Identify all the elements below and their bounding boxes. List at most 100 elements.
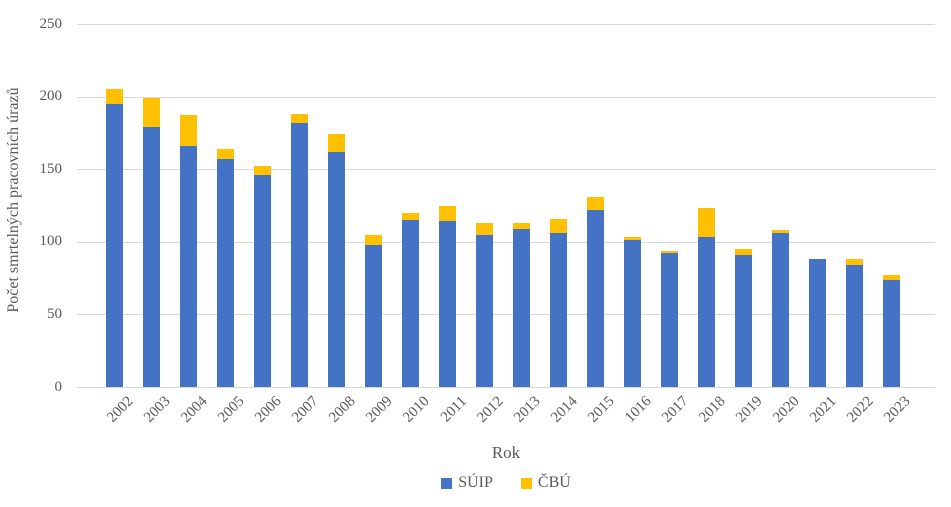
bar-group-2014 [549, 218, 567, 387]
bar-segment-čbú-2004 [179, 115, 197, 146]
legend-item-suip: SÚIP [441, 474, 493, 492]
gridline-y-200 [77, 96, 935, 98]
legend-item-cbu: ČBÚ [520, 474, 571, 492]
bar-segment-súip-2002 [105, 103, 123, 387]
plot-area [77, 24, 935, 388]
bar-segment-čbú-2020 [771, 230, 789, 234]
bar-group-2009 [364, 234, 382, 387]
bar-segment-súip-2015 [586, 209, 604, 387]
bar-segment-čbú-2008 [327, 134, 345, 152]
x-tick-label-2007: 2007 [289, 393, 322, 426]
y-tick-label-150: 150 [39, 160, 63, 177]
x-tick-label-2004: 2004 [178, 393, 211, 426]
x-tick-label-2022: 2022 [844, 393, 877, 426]
bar-group-2004 [179, 115, 197, 387]
gridline-y-50 [77, 314, 935, 316]
x-tick-label-2002: 2002 [104, 393, 137, 426]
bar-group-2015 [586, 196, 604, 387]
bar-segment-čbú-1016 [623, 237, 641, 241]
x-tick-label-1016: 1016 [622, 393, 655, 426]
x-tick-label-2015: 2015 [585, 393, 618, 426]
bar-segment-čbú-2019 [734, 249, 752, 255]
bar-segment-súip-2004 [179, 145, 197, 387]
bar-segment-čbú-2023 [882, 275, 900, 280]
bar-group-2010 [401, 212, 419, 387]
x-tick-label-2017: 2017 [659, 393, 692, 426]
x-tick-label-2010: 2010 [400, 393, 433, 426]
y-axis-title: Počet smrtelných pracovních úrazů [5, 87, 22, 313]
bar-group-2021 [808, 259, 826, 387]
bar-group-2012 [475, 222, 493, 387]
y-tick-label-0: 0 [54, 378, 63, 395]
bar-group-2017 [660, 250, 678, 387]
bar-segment-čbú-2018 [697, 208, 715, 238]
x-tick-label-2009: 2009 [363, 393, 396, 426]
bar-segment-súip-2020 [771, 233, 789, 387]
bar-segment-súip-2018 [697, 237, 715, 387]
bar-segment-čbú-2015 [586, 196, 604, 210]
legend-label-cbu: ČBÚ [537, 474, 571, 491]
bar-segment-čbú-2010 [401, 212, 419, 221]
bar-segment-súip-2023 [882, 279, 900, 387]
x-tick-label-2020: 2020 [770, 393, 803, 426]
bar-group-2005 [216, 148, 234, 387]
y-tick-label-100: 100 [39, 233, 63, 250]
bar-segment-súip-2019 [734, 254, 752, 387]
bar-segment-súip-2021 [808, 259, 826, 387]
bar-segment-súip-2009 [364, 244, 382, 387]
y-tick-label-200: 200 [39, 88, 63, 105]
bar-segment-súip-2008 [327, 151, 345, 387]
bar-segment-súip-2014 [549, 233, 567, 387]
bar-segment-súip-2013 [512, 228, 530, 387]
bar-segment-súip-2017 [660, 253, 678, 387]
bar-segment-čbú-2007 [290, 114, 308, 123]
bar-group-2019 [734, 249, 752, 387]
x-tick-label-2006: 2006 [252, 393, 285, 426]
x-tick-label-2014: 2014 [548, 393, 581, 426]
legend-swatch-cbu-icon [520, 477, 532, 489]
gridline-y-100 [77, 241, 935, 243]
y-tick-label-50: 50 [47, 305, 62, 322]
legend-label-suip: SÚIP [458, 474, 493, 491]
bar-segment-čbú-2022 [845, 259, 863, 266]
x-tick-label-2013: 2013 [511, 393, 544, 426]
x-axis-line [77, 387, 935, 388]
bar-group-2018 [697, 208, 715, 387]
bar-segment-čbú-2017 [660, 250, 678, 254]
x-tick-label-2023: 2023 [881, 393, 914, 426]
bar-segment-súip-2011 [438, 221, 456, 387]
bar-segment-súip-2007 [290, 122, 308, 387]
legend: SÚIP ČBÚ [77, 474, 935, 492]
x-tick-label-2021: 2021 [807, 393, 840, 426]
bar-segment-čbú-2009 [364, 234, 382, 245]
bar-segment-čbú-2014 [549, 218, 567, 234]
bar-segment-súip-2005 [216, 159, 234, 387]
bar-segment-čbú-2002 [105, 89, 123, 104]
gridline-y-250 [77, 24, 935, 25]
x-tick-label-2011: 2011 [437, 393, 470, 426]
gridline-y-150 [77, 169, 935, 171]
bar-group-2003 [142, 98, 160, 387]
bar-group-1016 [623, 237, 641, 387]
y-tick-label-250: 250 [39, 15, 63, 32]
bar-segment-súip-2022 [845, 265, 863, 387]
bar-group-2020 [771, 230, 789, 387]
x-tick-label-2018: 2018 [696, 393, 729, 426]
legend-swatch-suip-icon [441, 477, 453, 489]
bar-group-2008 [327, 134, 345, 387]
x-axis-title: Rok [491, 443, 521, 462]
x-tick-label-2003: 2003 [141, 393, 174, 426]
bar-segment-čbú-2012 [475, 222, 493, 235]
bar-group-2022 [845, 259, 863, 387]
bar-group-2007 [290, 114, 308, 387]
bar-segment-súip-1016 [623, 240, 641, 387]
bar-group-2013 [512, 222, 530, 387]
bar-segment-čbú-2003 [142, 98, 160, 128]
bar-segment-čbú-2005 [216, 148, 234, 160]
bar-group-2006 [253, 166, 271, 387]
x-tick-label-2012: 2012 [474, 393, 507, 426]
x-tick-label-2008: 2008 [326, 393, 359, 426]
bar-segment-súip-2006 [253, 175, 271, 387]
x-tick-label-2019: 2019 [733, 393, 766, 426]
